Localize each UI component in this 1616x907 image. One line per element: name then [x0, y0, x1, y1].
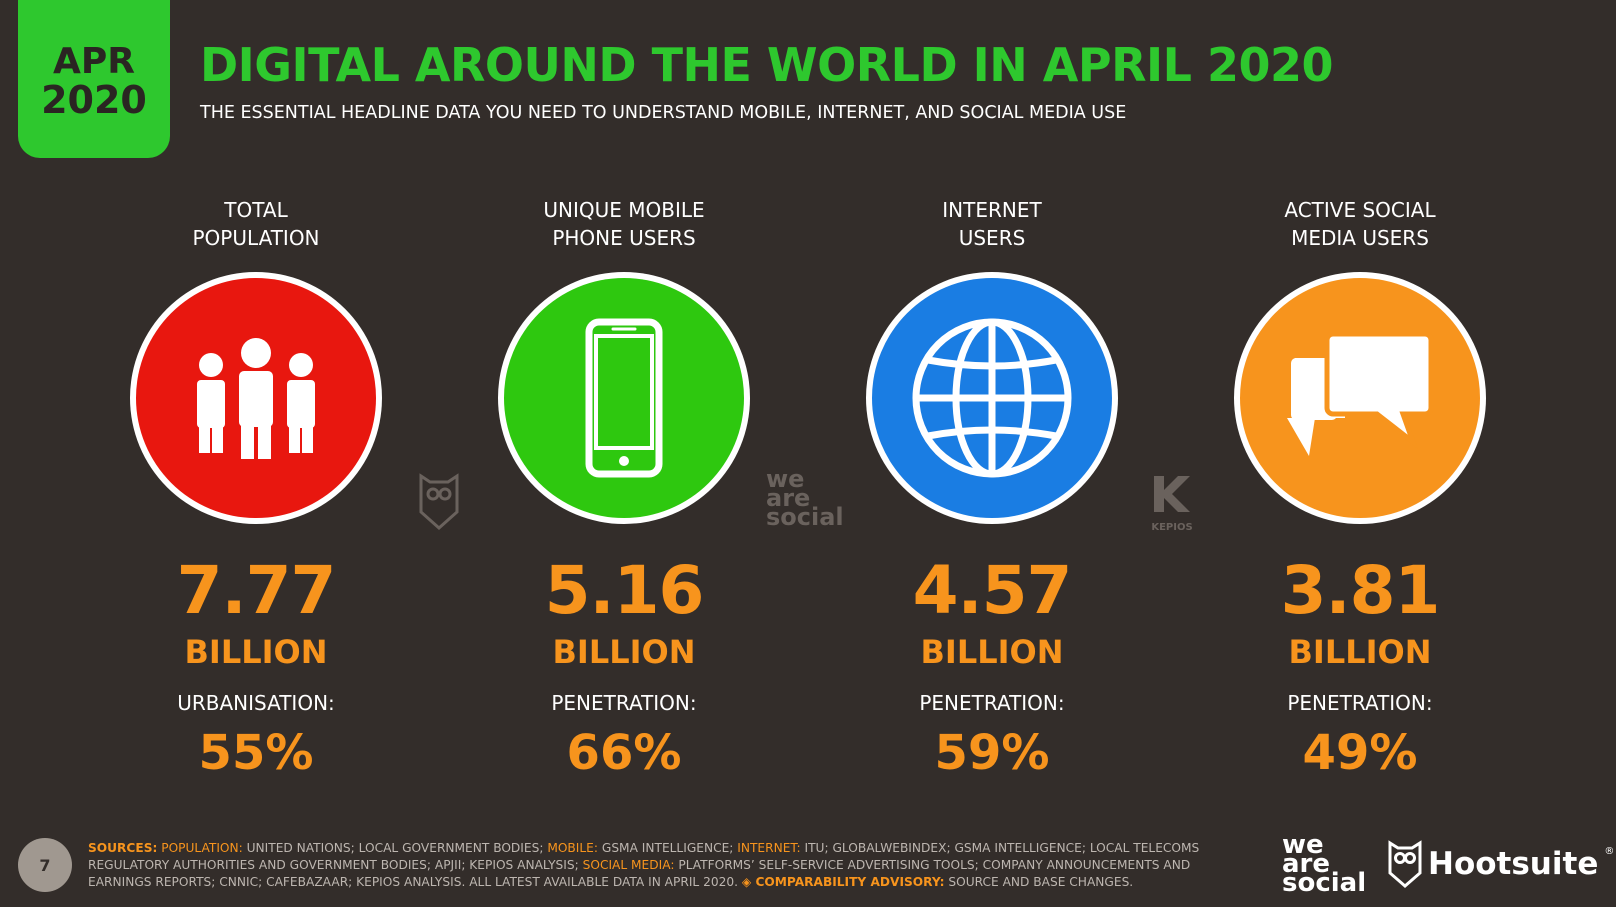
stat-sub-value: 55%	[198, 725, 314, 781]
we-are-social-logo: we are social	[1282, 830, 1367, 898]
watermark-text: we	[766, 465, 805, 493]
stat-sub-label: PENETRATION:	[1287, 691, 1433, 715]
page-title: DIGITAL AROUND THE WORLD IN APRIL 2020	[200, 38, 1334, 92]
watermark-text: KEPIOS	[1151, 522, 1193, 533]
stat-mobile-users: UNIQUE MOBILE PHONE USERS 5.16 BILLION P…	[464, 196, 784, 778]
sources-label: SOURCES:	[88, 841, 158, 855]
stat-sub-value: 66%	[566, 725, 682, 781]
date-badge: APR 2020	[18, 0, 170, 158]
kepios-watermark: KEPIOS	[1150, 472, 1194, 533]
stat-unit: BILLION	[552, 633, 696, 671]
icon-circle	[1234, 272, 1486, 524]
icon-circle	[866, 272, 1118, 524]
stat-label-line: UNIQUE MOBILE	[543, 198, 705, 222]
logo-text: Hootsuite	[1428, 846, 1599, 882]
advisory-text: SOURCE AND BASE CHANGES.	[948, 875, 1134, 889]
icon-circle-fill	[504, 278, 744, 518]
stat-label-line: TOTAL	[224, 198, 288, 222]
icon-circle	[130, 272, 382, 524]
stat-label-line: ACTIVE SOCIAL	[1284, 198, 1436, 222]
page-number: 7	[18, 838, 72, 892]
stat-label: UNIQUE MOBILE PHONE USERS	[543, 196, 704, 254]
stat-value: 4.57	[912, 552, 1073, 629]
source-category: SOCIAL MEDIA:	[582, 858, 675, 872]
stat-label: TOTAL POPULATION	[192, 196, 319, 254]
stat-value: 7.77	[176, 552, 337, 629]
source-text: ITU; GLOBALWEBINDEX; GSMA INTELLIGENCE; …	[88, 841, 1200, 872]
icon-circle	[498, 272, 750, 524]
logo-text: we	[1282, 830, 1324, 860]
icon-circle-fill	[136, 278, 376, 518]
watermark-text: social	[766, 503, 844, 531]
registered-mark: ®	[1604, 846, 1615, 857]
source-category: INTERNET:	[737, 841, 801, 855]
people-icon	[197, 338, 315, 459]
page-subtitle: THE ESSENTIAL HEADLINE DATA YOU NEED TO …	[200, 103, 1127, 123]
badge-year: 2020	[41, 77, 147, 122]
sources-text: SOURCES: POPULATION: UNITED NATIONS; LOC…	[88, 840, 1208, 891]
mobile-phone-icon	[585, 318, 663, 478]
stat-sub-value: 59%	[934, 725, 1050, 781]
stat-sub-label: PENETRATION:	[919, 691, 1065, 715]
stat-internet-users: INTERNET USERS 4.57 BILLION PENETRATION:…	[832, 196, 1152, 778]
source-category: MOBILE:	[547, 841, 598, 855]
we-are-social-watermark: we are social	[766, 465, 844, 531]
source-text: GSMA INTELLIGENCE;	[601, 841, 734, 855]
source-category: POPULATION:	[161, 841, 243, 855]
icon-circle-fill	[1240, 278, 1480, 518]
icon-circle-fill	[872, 278, 1112, 518]
kepios-logo-icon	[1154, 476, 1190, 512]
stat-sub-label: PENETRATION:	[551, 691, 697, 715]
stat-label-line: INTERNET	[942, 198, 1042, 222]
stat-label-line: MEDIA USERS	[1291, 226, 1429, 250]
advisory-label: ◈ COMPARABILITY ADVISORY:	[741, 875, 945, 889]
watermark-text: are	[766, 484, 811, 512]
stat-sub-value: 49%	[1302, 725, 1418, 781]
stat-value: 5.16	[544, 552, 705, 629]
stat-unit: BILLION	[184, 633, 328, 671]
hootsuite-owl-icon	[1388, 840, 1422, 888]
stat-unit: BILLION	[920, 633, 1064, 671]
hootsuite-logo: Hootsuite ®	[1388, 840, 1614, 888]
globe-icon	[912, 318, 1072, 478]
hootsuite-owl-watermark-icon	[418, 472, 460, 534]
stat-total-population: TOTAL POPULATION	[96, 196, 416, 778]
stat-social-media-users: ACTIVE SOCIAL MEDIA USERS 3.81 BILLION P…	[1200, 196, 1520, 778]
stat-sub-label: URBANISATION:	[177, 691, 335, 715]
source-text: PLATFORMS’ SELF-SERVICE ADVERTISING TOOL…	[88, 858, 1191, 889]
stat-unit: BILLION	[1288, 633, 1432, 671]
chat-bubbles-icon	[1287, 331, 1434, 456]
source-text: UNITED NATIONS; LOCAL GOVERNMENT BODIES;	[246, 841, 544, 855]
stat-label: ACTIVE SOCIAL MEDIA USERS	[1284, 196, 1435, 254]
logo-text: social	[1282, 868, 1367, 898]
stat-label: INTERNET USERS	[942, 196, 1041, 254]
stat-label-line: PHONE USERS	[552, 226, 696, 250]
stat-label-line: POPULATION	[192, 226, 320, 250]
logo-text: are	[1282, 849, 1331, 879]
stat-value: 3.81	[1280, 552, 1441, 629]
stat-label-line: USERS	[958, 226, 1026, 250]
badge-month: APR	[53, 41, 135, 83]
